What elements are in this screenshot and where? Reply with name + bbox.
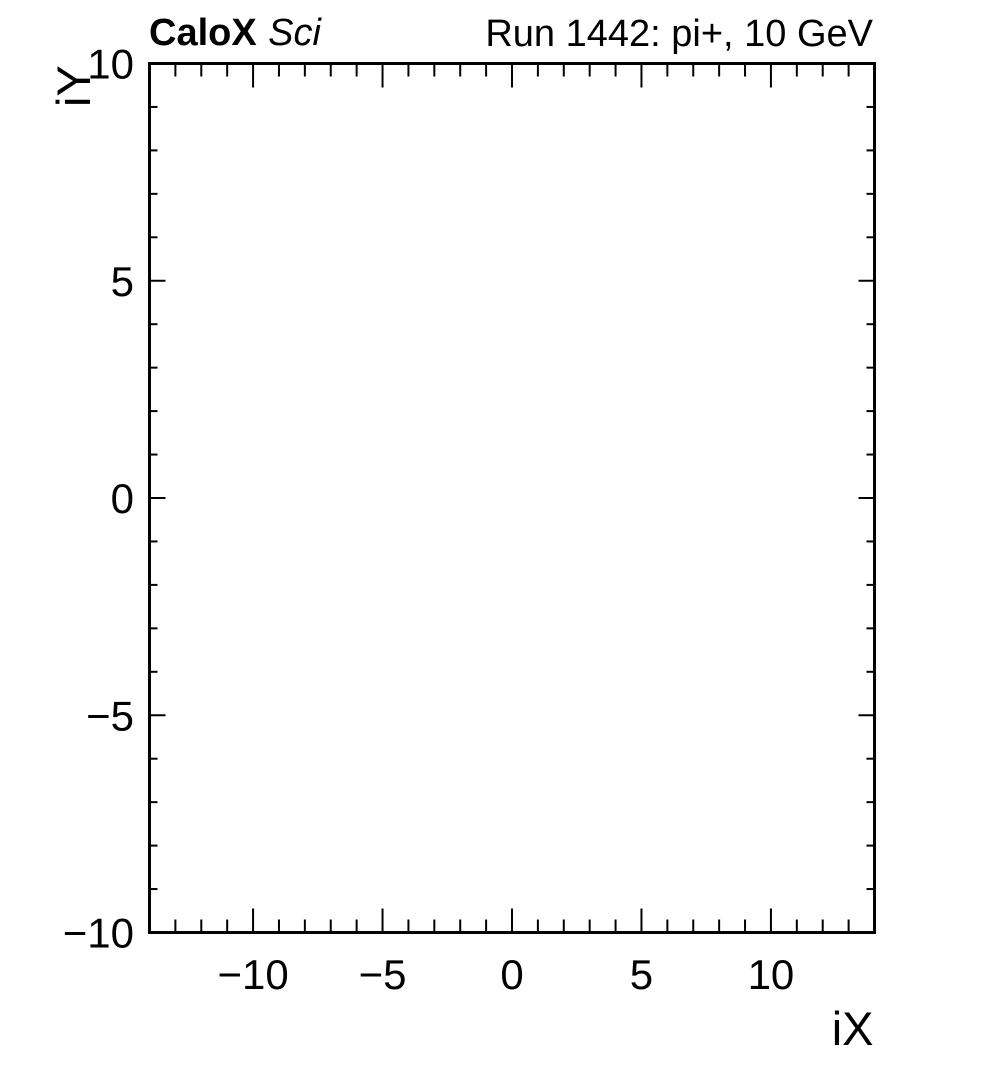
x-axis-title: iX xyxy=(832,1002,874,1055)
y-axis-title: iY xyxy=(47,65,100,107)
y-tick-label: 10 xyxy=(87,41,134,88)
x-tick-label: 5 xyxy=(630,951,653,998)
y-tick-label: −5 xyxy=(86,692,134,739)
x-tick-label: −10 xyxy=(217,951,288,998)
plot-frame-border xyxy=(148,62,876,934)
y-tick-label: 0 xyxy=(111,475,134,522)
x-tick-label: 0 xyxy=(500,951,523,998)
experiment-name: CaloX xyxy=(149,12,257,54)
run-title: Run 1442: pi+, 10 GeV xyxy=(485,13,873,55)
y-tick-label: −10 xyxy=(63,910,134,957)
x-tick-label: 10 xyxy=(748,951,795,998)
y-tick-label: 5 xyxy=(111,258,134,305)
x-tick-label: −5 xyxy=(359,951,407,998)
experiment-qualifier: Sci xyxy=(268,12,321,54)
plot-header-left: CaloX Sci xyxy=(149,14,321,52)
